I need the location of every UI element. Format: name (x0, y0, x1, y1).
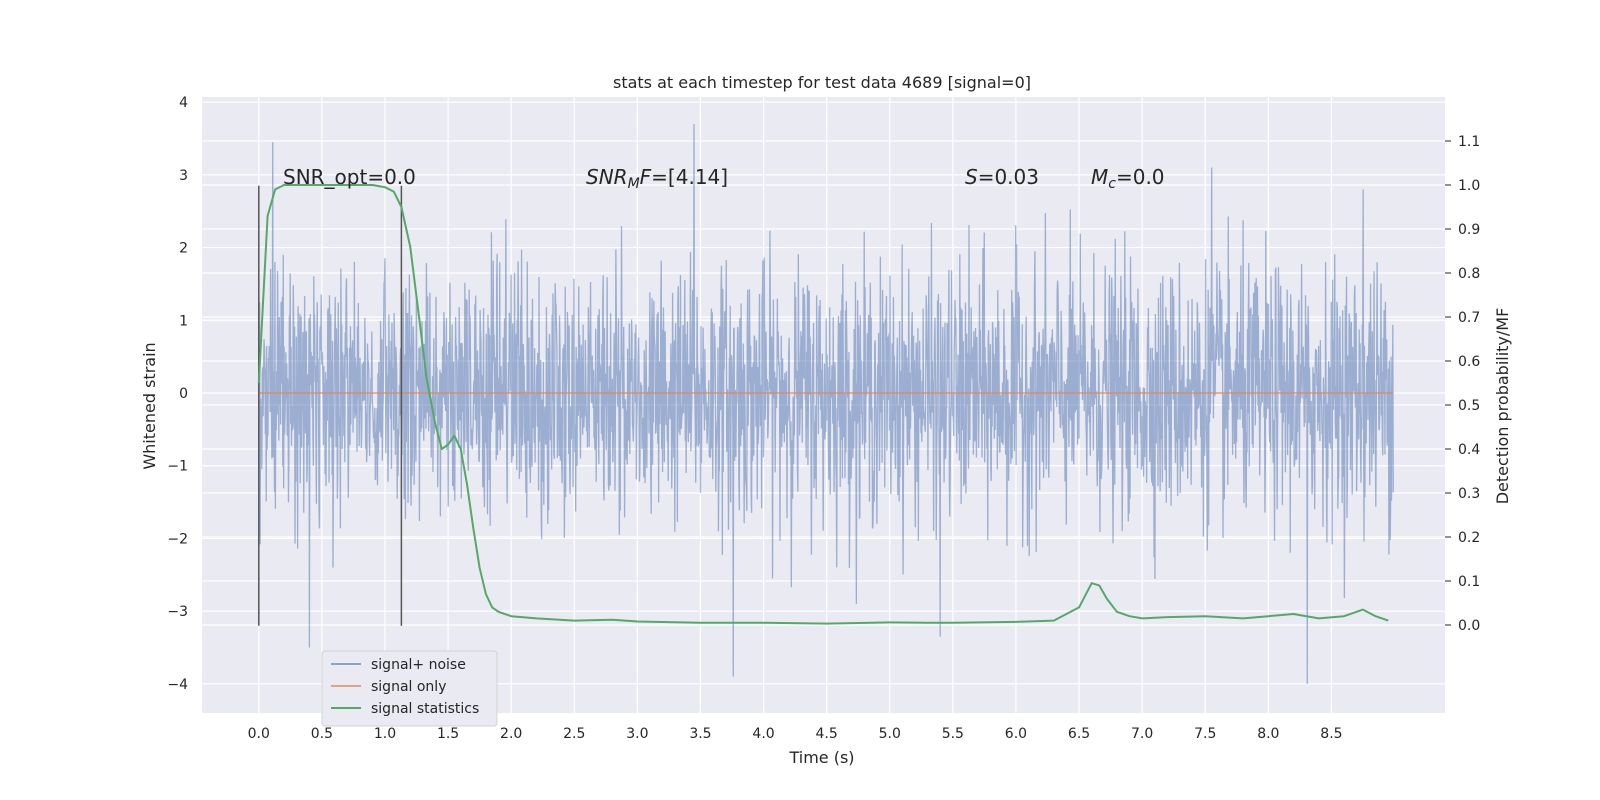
y2-tick-label: 0.0 (1458, 618, 1480, 634)
legend-box (321, 650, 498, 727)
x-tick-label: 1.5 (437, 726, 459, 742)
chart-title: stats at each timestep for test data 468… (613, 73, 1031, 92)
y-tick-label: −3 (167, 604, 188, 620)
markers (258, 185, 403, 626)
y2-tick-label: 1.0 (1458, 178, 1480, 194)
y2-tick-label: 0.4 (1458, 442, 1480, 458)
y2-tick-label: 0.3 (1458, 486, 1480, 502)
annotation-snr-mf-value: =[4.14] (651, 165, 728, 189)
x-tick-label: 6.0 (1005, 726, 1027, 742)
y-tick-label: 0 (179, 386, 188, 402)
annotation-s: S=0.03 (965, 165, 1039, 189)
x-tick-label: 7.5 (1194, 726, 1216, 742)
y2-tick-label: 0.9 (1458, 222, 1480, 238)
y2-tick-label: 0.6 (1458, 354, 1480, 370)
legend: signal+ noise signal only signal statist… (321, 650, 498, 727)
annotation-snr-mf-sub: M (628, 176, 640, 192)
noise-series (258, 123, 1394, 684)
annotation-snr-opt: SNR_opt=0.0 (283, 165, 416, 189)
x-tick-label: 7.0 (1131, 726, 1153, 742)
annotation-mc-value: =0.0 (1116, 165, 1165, 189)
y-tick-label: 1 (179, 313, 188, 329)
stats-series (257, 184, 1389, 625)
y-tick-label: 3 (179, 168, 188, 184)
y-tick-label: 4 (179, 95, 188, 111)
annotation-mc-var: M (1091, 165, 1108, 189)
y-tick-label: 2 (179, 241, 188, 257)
annotation-snr-mf-var: SNR (586, 165, 628, 189)
y2-axis-label: Detection probability/MF (1493, 308, 1512, 505)
annotation-mc-sub: c (1108, 176, 1116, 192)
y2-tick-label: 0.5 (1458, 398, 1480, 414)
annotation-s-var: S (965, 165, 978, 189)
annotation-snr-mf-f: F (640, 165, 652, 189)
noise-line (258, 123, 1394, 684)
x-tick-label: 4.0 (752, 726, 774, 742)
x-tick-label: 8.5 (1320, 726, 1342, 742)
y2-tick-label: 0.8 (1458, 266, 1480, 282)
x-tick-label: 5.0 (879, 726, 901, 742)
x-tick-label: 4.5 (816, 726, 838, 742)
y-tick-label: −4 (167, 677, 188, 693)
x-tick-label: 6.5 (1068, 726, 1090, 742)
x-tick-label: 0.5 (311, 726, 333, 742)
x-tick-label: 5.5 (942, 726, 964, 742)
stats-line (257, 184, 1389, 625)
y2-tick-label: 0.2 (1458, 530, 1480, 546)
y2-tick-label: 0.1 (1458, 574, 1480, 590)
x-tick-label: 1.0 (374, 726, 396, 742)
x-tick-label: 3.0 (626, 726, 648, 742)
y2-tick-label: 1.1 (1458, 134, 1480, 150)
annotation-snr-mf: SNRMF=[4.14] (586, 165, 728, 192)
legend-label-signal: signal only (371, 679, 446, 695)
y-axis-label: Whitened strain (140, 342, 159, 469)
x-tick-label: 2.0 (500, 726, 522, 742)
ticks: 0.0 0.5 1.0 1.5 2.0 2.5 3.0 3.5 4.0 4.5 5.0 5.5 6.0 6… (167, 95, 1480, 742)
y2-tick-label: 0.7 (1458, 310, 1480, 326)
annotation-s-value: =0.03 (978, 165, 1039, 189)
y-tick-label: −1 (167, 459, 188, 475)
x-tick-label: 3.5 (689, 726, 711, 742)
x-tick-label: 2.5 (563, 726, 585, 742)
x-tick-label: 8.0 (1257, 726, 1279, 742)
x-axis-label: Time (s) (788, 748, 854, 767)
annotation-mc: Mc=0.0 (1091, 165, 1165, 192)
x-tick-label: 0.0 (248, 726, 270, 742)
legend-label-stats: signal statistics (371, 701, 479, 717)
legend-label-noise: signal+ noise (371, 657, 466, 673)
y-tick-label: −2 (167, 531, 188, 547)
